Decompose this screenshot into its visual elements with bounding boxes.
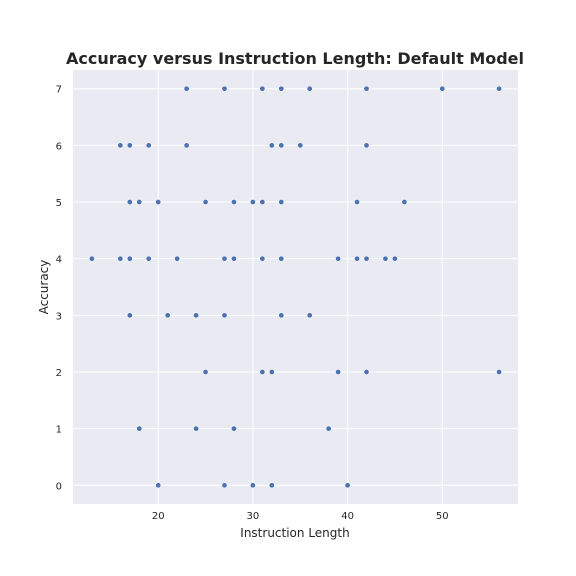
data-point: [268, 369, 275, 375]
data-point: [259, 369, 266, 375]
data-point: [155, 199, 162, 205]
data-point: [202, 369, 209, 375]
data-point: [259, 85, 266, 92]
x-tick-label: 50: [436, 511, 449, 522]
x-tick-labels: 20 30 40 50: [152, 511, 449, 522]
data-point: [183, 142, 190, 149]
data-point: [439, 85, 446, 92]
data-point: [136, 425, 143, 432]
data-point: [126, 199, 133, 205]
data-point: [335, 255, 341, 262]
x-tick-label: 30: [247, 511, 260, 522]
data-point: [126, 142, 133, 149]
data-point: [117, 255, 124, 262]
data-point: [363, 255, 370, 262]
chart-title: Accuracy versus Instruction Length: Defa…: [66, 49, 524, 68]
y-tick-label: 1: [56, 425, 62, 436]
data-point: [382, 255, 389, 262]
data-point: [250, 482, 256, 489]
data-point: [268, 482, 275, 489]
plot-area: [73, 70, 518, 504]
data-point: [136, 199, 143, 205]
x-axis-label: Instruction Length: [240, 526, 349, 540]
data-point: [401, 199, 408, 205]
data-point: [117, 142, 124, 149]
data-point: [278, 199, 285, 205]
y-tick-label: 0: [56, 481, 62, 492]
data-point: [183, 85, 190, 92]
y-axis-label: Accuracy: [37, 260, 51, 315]
data-point: [193, 312, 199, 319]
data-point: [268, 142, 275, 149]
data-point: [363, 369, 370, 375]
data-point: [496, 85, 502, 92]
data-point: [231, 425, 237, 432]
data-point: [278, 255, 285, 262]
data-point: [278, 142, 285, 149]
data-point: [344, 482, 351, 489]
data-point: [221, 312, 228, 319]
data-point: [231, 255, 237, 262]
data-point: [306, 85, 313, 92]
data-point: [363, 142, 370, 149]
data-point: [496, 369, 502, 375]
data-point: [126, 255, 133, 262]
data-point: [354, 199, 360, 205]
data-point: [363, 85, 370, 92]
data-point: [297, 142, 304, 149]
data-point: [278, 312, 285, 319]
data-point: [259, 199, 266, 205]
y-tick-label: 6: [56, 141, 62, 152]
data-point: [392, 255, 398, 262]
data-point: [193, 425, 199, 432]
y-tick-labels: 0 1 2 3 4 5 6 7: [56, 85, 62, 493]
x-tick-label: 20: [152, 511, 165, 522]
data-point: [259, 255, 266, 262]
x-tick-label: 40: [341, 511, 354, 522]
data-point: [221, 85, 228, 92]
y-tick-label: 2: [56, 368, 62, 379]
data-point: [221, 255, 228, 262]
data-points: [89, 85, 502, 489]
data-point: [164, 312, 171, 319]
y-tick-label: 5: [56, 198, 62, 209]
data-point: [221, 482, 228, 489]
data-point: [278, 85, 285, 92]
data-point: [231, 199, 237, 205]
data-point: [145, 142, 152, 149]
y-tick-label: 4: [56, 255, 62, 266]
data-point: [145, 255, 152, 262]
data-point: [89, 255, 95, 262]
data-point: [354, 255, 360, 262]
data-point: [306, 312, 313, 319]
y-tick-label: 7: [56, 85, 62, 96]
data-point: [202, 199, 209, 205]
data-point: [155, 482, 162, 489]
data-point: [335, 369, 341, 375]
data-point: [250, 199, 256, 205]
data-point: [174, 255, 180, 262]
y-tick-label: 3: [56, 311, 62, 322]
data-point: [126, 312, 133, 319]
data-point: [325, 425, 332, 432]
